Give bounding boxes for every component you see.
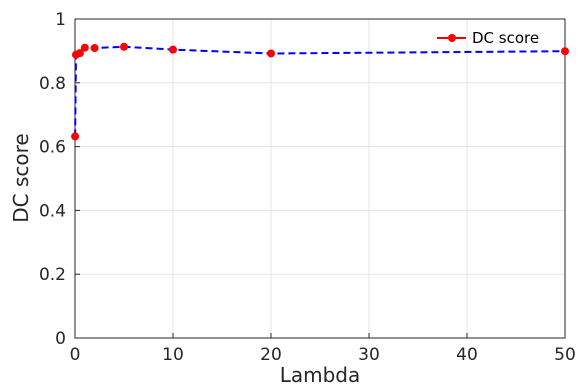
data-point <box>71 132 80 141</box>
data-point <box>561 47 569 56</box>
data-point <box>169 45 177 54</box>
y-axis-label: DC score <box>9 133 33 222</box>
data-point <box>75 49 84 58</box>
y-tick-label: 0.4 <box>39 201 66 221</box>
x-tick-label: 30 <box>358 345 380 365</box>
x-tick-label: 20 <box>260 345 282 365</box>
x-tick-label: 50 <box>554 345 576 365</box>
plot-area-frame <box>74 18 566 339</box>
y-tick-label: 0.8 <box>39 74 66 94</box>
data-point <box>267 49 275 58</box>
x-tick-label: 0 <box>70 345 81 365</box>
y-tick-label: 0.6 <box>39 138 66 158</box>
data-point <box>90 44 99 53</box>
y-axis-ticks: 0 0.2 0.4 0.6 0.8 1 <box>39 10 80 349</box>
legend-label: DC score <box>472 29 539 47</box>
series-line <box>74 45 566 137</box>
data-point <box>120 42 128 51</box>
x-axis-label: Lambda <box>280 363 361 387</box>
legend: DC score <box>437 29 539 47</box>
legend-marker-sample <box>448 34 456 42</box>
x-tick-label: 40 <box>456 345 478 365</box>
y-tick-label: 1 <box>55 10 66 30</box>
y-tick-label: 0.2 <box>39 265 66 285</box>
data-point <box>80 43 89 52</box>
series-layer <box>71 42 569 141</box>
y-tick-label: 0 <box>55 329 66 349</box>
x-axis-ticks: 0 10 20 30 40 50 <box>70 333 576 365</box>
x-tick-label: 10 <box>162 345 184 365</box>
grid-lines <box>74 18 566 339</box>
